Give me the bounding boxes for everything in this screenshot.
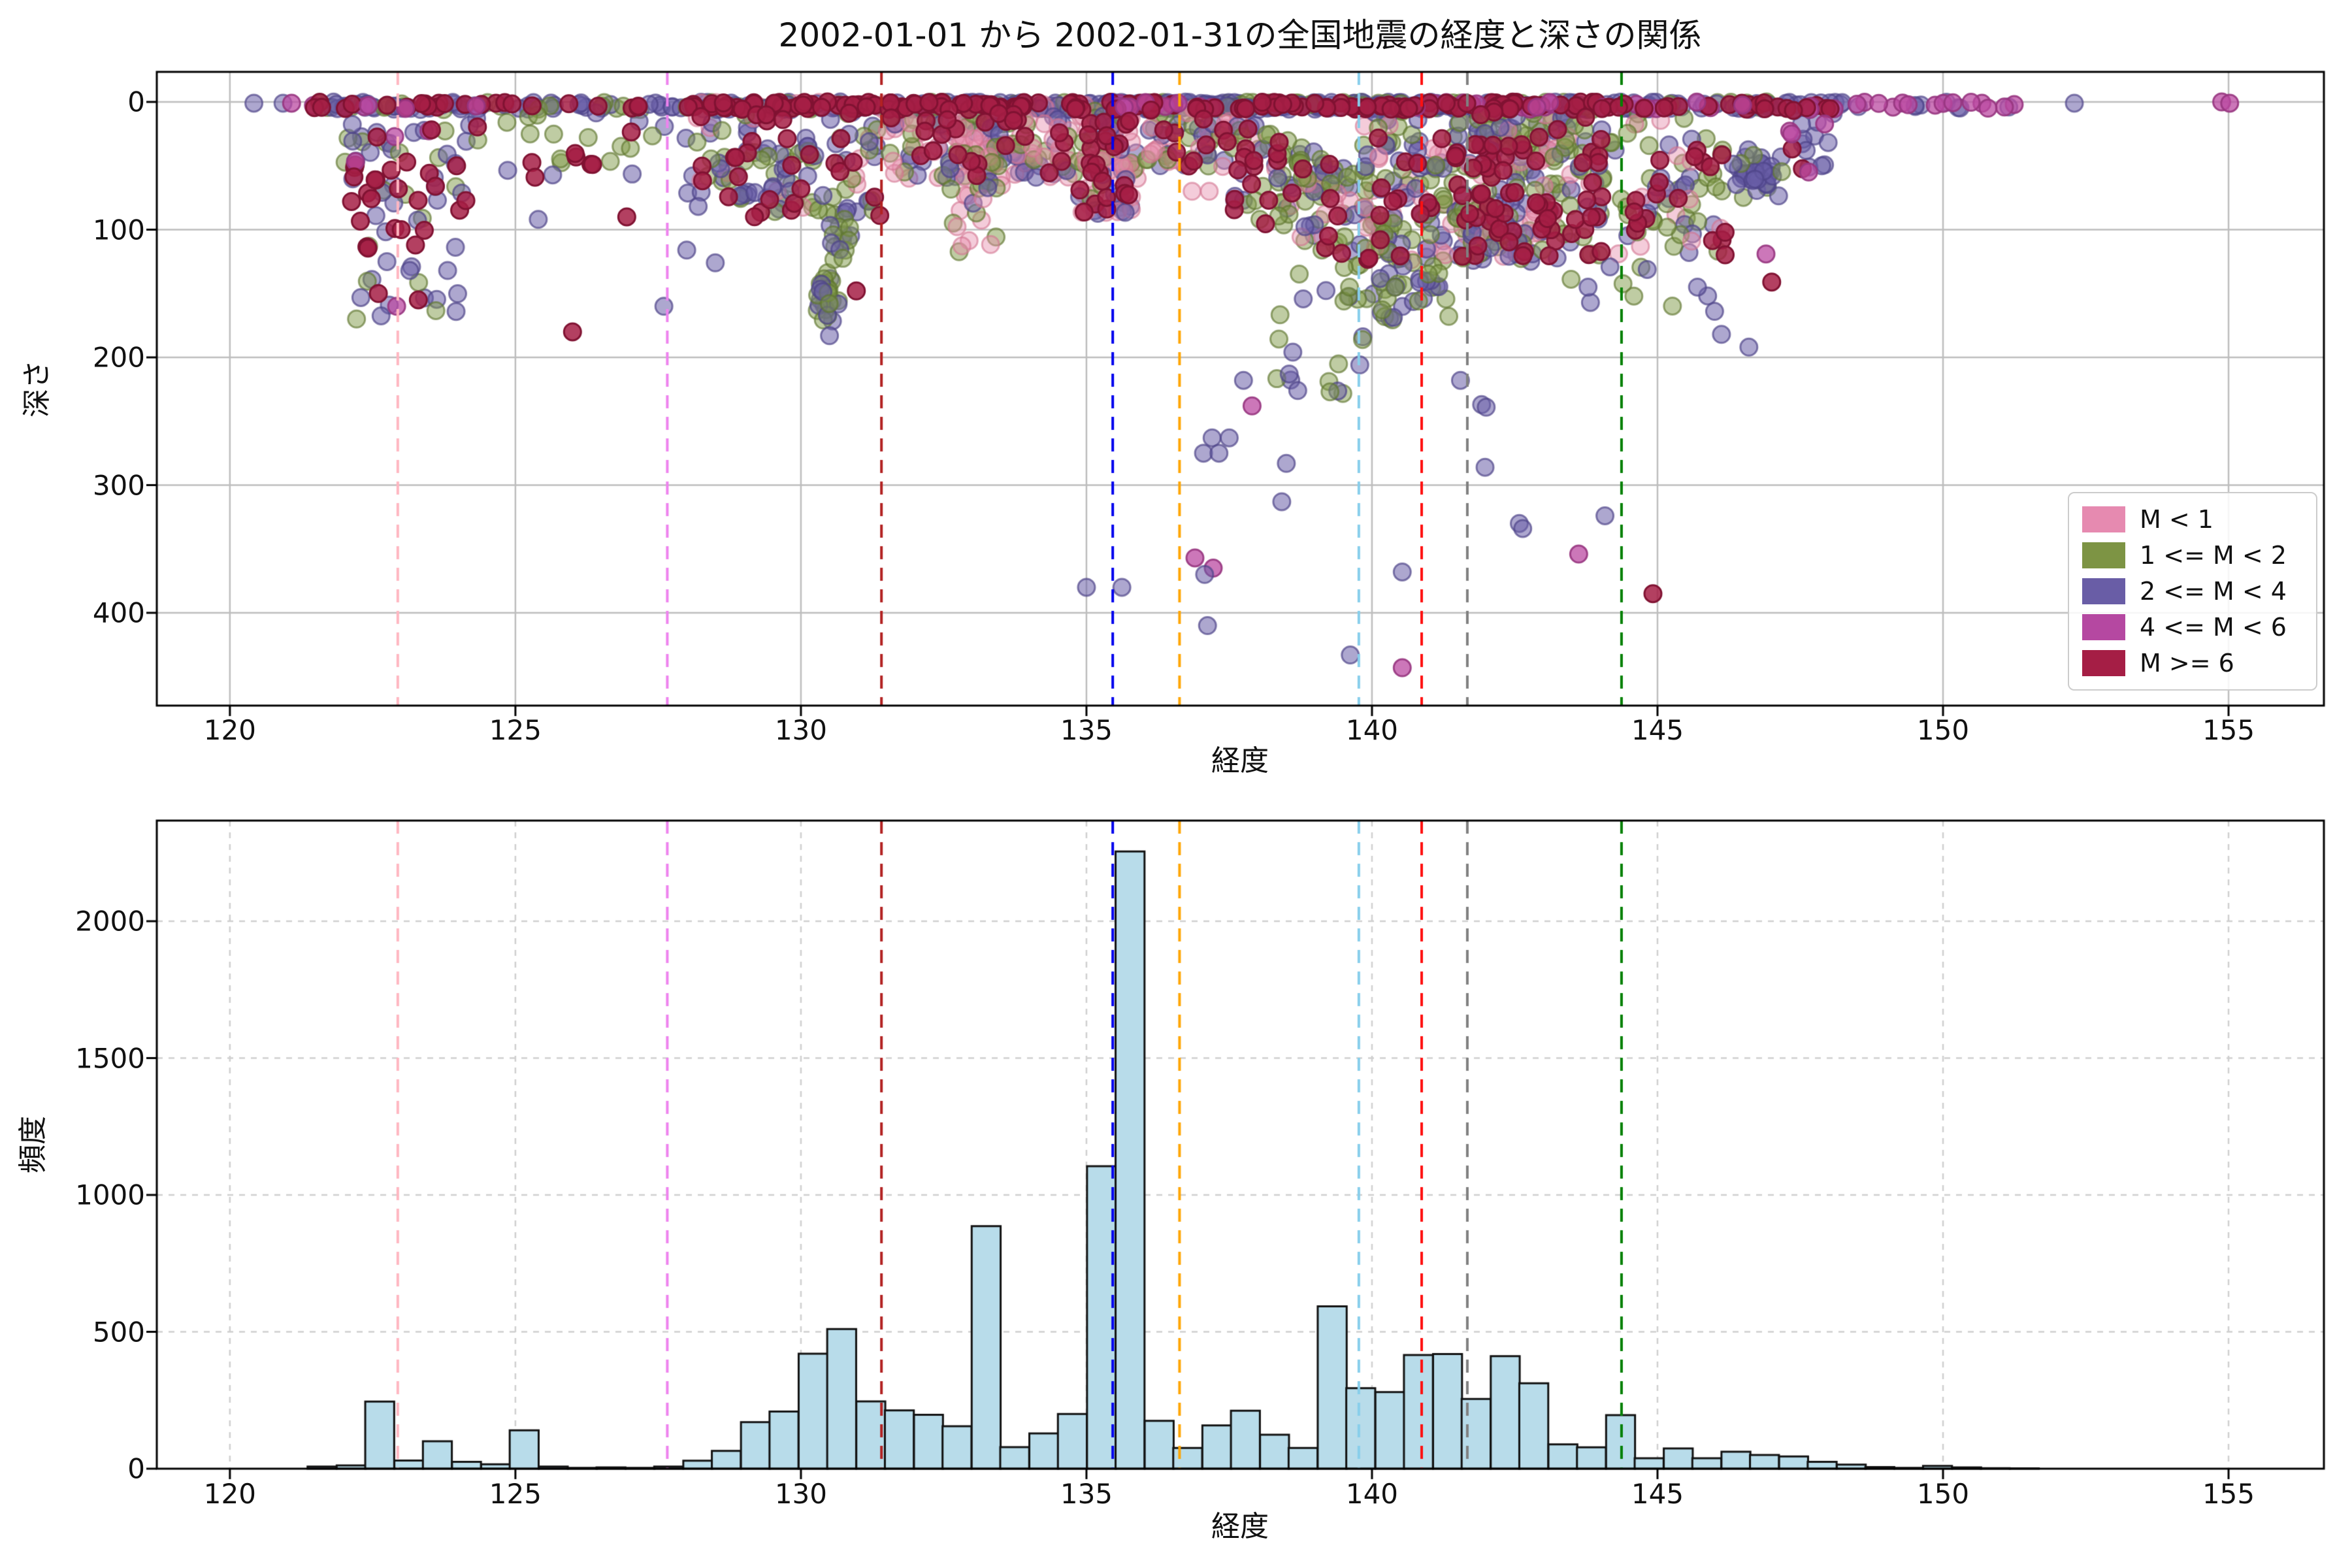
- tick-label: 145: [1631, 714, 1684, 746]
- legend-label: 4 <= M < 6: [2140, 613, 2287, 642]
- tick-label: 120: [203, 1478, 256, 1510]
- tick-label: 150: [1916, 714, 1970, 746]
- legend-item: M < 1: [2082, 505, 2303, 534]
- tick-label: 1000: [75, 1179, 145, 1211]
- tick-label: 200: [92, 341, 145, 374]
- tick-label: 145: [1631, 1478, 1684, 1510]
- tick-label: 130: [774, 714, 828, 746]
- legend-swatch-icon: [2082, 650, 2125, 676]
- legend-label: 1 <= M < 2: [2140, 541, 2287, 570]
- tick-label: 135: [1060, 1478, 1113, 1510]
- legend-label: M >= 6: [2140, 649, 2234, 678]
- tick-label: 125: [489, 714, 542, 746]
- legend-swatch-icon: [2082, 578, 2125, 604]
- tick-label: 300: [92, 469, 145, 501]
- tick-label: 155: [2202, 714, 2255, 746]
- tick-label: 140: [1345, 714, 1399, 746]
- legend-item: 4 <= M < 6: [2082, 613, 2303, 642]
- tick-label: 100: [92, 214, 145, 246]
- tick-label: 500: [92, 1316, 145, 1348]
- legend-label: 2 <= M < 4: [2140, 577, 2287, 606]
- tick-label: 135: [1060, 714, 1113, 746]
- hist-y-axis-label: 頻度: [16, 1116, 50, 1173]
- tick-label: 0: [127, 86, 145, 118]
- tick-label: 125: [489, 1478, 542, 1510]
- tick-label: 400: [92, 596, 145, 629]
- scatter-y-axis-label: 深さ: [20, 360, 54, 417]
- tick-label: 120: [203, 714, 256, 746]
- legend-swatch-icon: [2082, 542, 2125, 568]
- legend-item: 1 <= M < 2: [2082, 541, 2303, 570]
- tick-label: 2000: [75, 905, 145, 938]
- legend-swatch-icon: [2082, 614, 2125, 640]
- tick-label: 0: [127, 1452, 145, 1485]
- tick-label: 150: [1916, 1478, 1970, 1510]
- tick-label: 155: [2202, 1478, 2255, 1510]
- legend-label: M < 1: [2140, 505, 2213, 534]
- legend-item: 2 <= M < 4: [2082, 577, 2303, 606]
- legend-item: M >= 6: [2082, 649, 2303, 678]
- tick-label: 1500: [75, 1042, 145, 1074]
- magnitude-legend: M < 1 1 <= M < 2 2 <= M < 4 4 <= M < 6 M >= …: [2068, 492, 2317, 691]
- figure-title: 2002-01-01 から 2002-01-31の全国地震の経度と深さの関係: [778, 16, 1702, 54]
- hist-x-axis-label: 経度: [1211, 1510, 1269, 1543]
- tick-label: 140: [1345, 1478, 1399, 1510]
- tick-label: 130: [774, 1478, 828, 1510]
- scatter-x-axis-label: 経度: [1211, 744, 1269, 777]
- legend-swatch-icon: [2082, 506, 2125, 532]
